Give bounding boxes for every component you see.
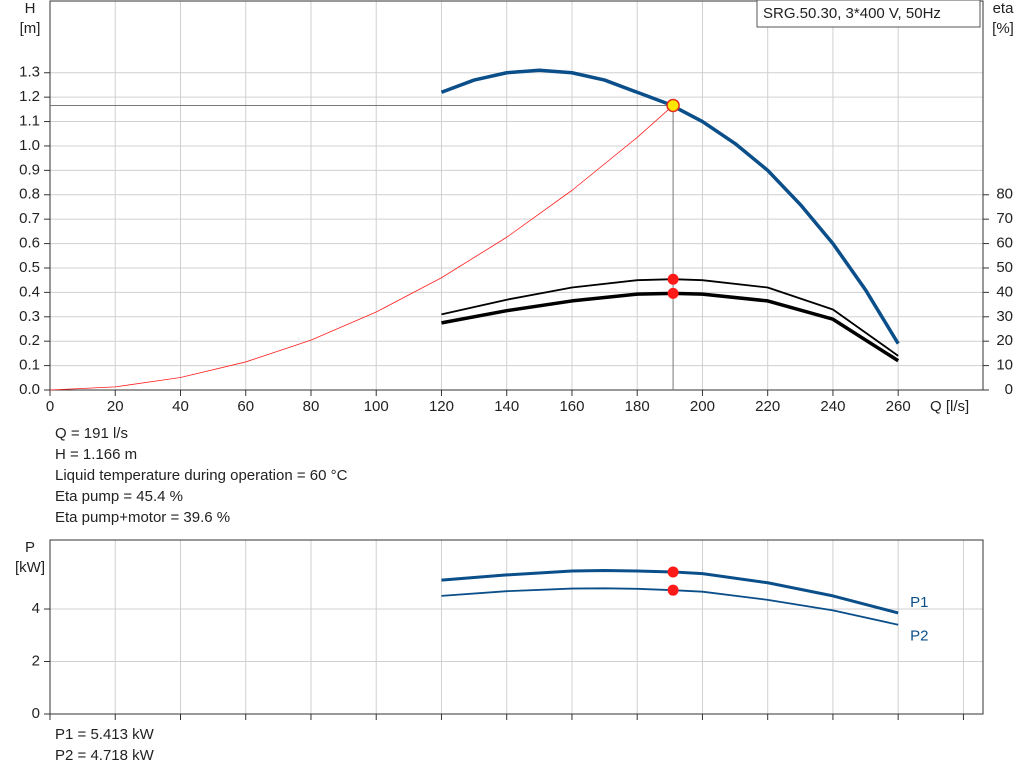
x-tick-label: 120 [429, 398, 454, 415]
eta-point [667, 287, 679, 299]
y-tick-label: 0.1 [19, 357, 40, 374]
eta-point [667, 273, 679, 285]
info-text: H = 1.166 m [55, 446, 137, 463]
y2-tick-label: 30 [996, 308, 1013, 325]
y-tick-label: 0.7 [19, 210, 40, 227]
y2-tick-label: 0 [1005, 381, 1013, 398]
x-tick-label: 80 [303, 398, 320, 415]
y-tick-label: 0.0 [19, 381, 40, 398]
x-tick-label: 260 [886, 398, 911, 415]
curve-label: P1 [910, 594, 928, 611]
x-tick-label: 20 [107, 398, 124, 415]
y-tick-label: 0.6 [19, 235, 40, 252]
curve [49, 105, 674, 391]
x-tick-label: 100 [364, 398, 389, 415]
x-tick-label: 240 [820, 398, 845, 415]
y-tick-label: 0 [32, 705, 40, 722]
curve [441, 568, 899, 615]
y-tick-label: 0.8 [19, 186, 40, 203]
y-tick-label: 2 [32, 652, 40, 669]
y2-unit: [%] [992, 20, 1014, 37]
y-tick-label: 1.2 [19, 88, 40, 105]
info-text: Q = 191 l/s [55, 425, 128, 442]
x-tick-label: 40 [172, 398, 189, 415]
y-tick-label: 1.3 [19, 64, 40, 81]
y2-tick-label: 20 [996, 332, 1013, 349]
x-label: Q [l/s] [930, 398, 969, 415]
y-label: H [25, 0, 36, 17]
y-tick-label: 0.4 [19, 283, 40, 300]
y2-tick-label: 80 [996, 186, 1013, 203]
y-label: P [25, 539, 35, 556]
curve [441, 587, 899, 626]
legend-text: SRG.50.30, 3*400 V, 50Hz [763, 5, 941, 22]
y-unit: [kW] [15, 559, 45, 576]
x-tick-label: 180 [625, 398, 650, 415]
power-point [667, 584, 679, 596]
y-tick-label: 4 [32, 600, 40, 617]
x-tick-label: 140 [494, 398, 519, 415]
plot-frame [49, 539, 984, 715]
y-tick-label: 1.0 [19, 137, 40, 154]
y-tick-label: 0.5 [19, 259, 40, 276]
y-tick-label: 0.3 [19, 308, 40, 325]
legend-box [756, 0, 981, 28]
curve [441, 291, 900, 363]
x-tick-label: 60 [237, 398, 254, 415]
x-tick-label: 160 [559, 398, 584, 415]
y2-tick-label: 60 [996, 235, 1013, 252]
curve-label: P2 [910, 628, 928, 645]
x-tick-label: 220 [755, 398, 780, 415]
info-text: Liquid temperature during operation = 60… [55, 467, 348, 484]
x-tick-label: 200 [690, 398, 715, 415]
x-tick-label: 0 [46, 398, 54, 415]
y2-label: eta [993, 0, 1015, 17]
y2-tick-label: 70 [996, 210, 1013, 227]
plot-frame [49, 0, 984, 391]
y-unit: [m] [20, 20, 41, 37]
info-text: P2 = 4.718 kW [55, 747, 155, 764]
y-tick-label: 0.9 [19, 161, 40, 178]
info-text: Eta pump+motor = 39.6 % [55, 509, 230, 526]
y2-tick-label: 10 [996, 357, 1013, 374]
operating-point [666, 98, 680, 113]
power-point [667, 566, 679, 578]
y-tick-label: 1.1 [19, 113, 40, 130]
info-text: P1 = 5.413 kW [55, 726, 155, 743]
y2-tick-label: 40 [996, 283, 1013, 300]
info-text: Eta pump = 45.4 % [55, 488, 183, 505]
y-tick-label: 0.2 [19, 332, 40, 349]
y2-tick-label: 50 [996, 259, 1013, 276]
